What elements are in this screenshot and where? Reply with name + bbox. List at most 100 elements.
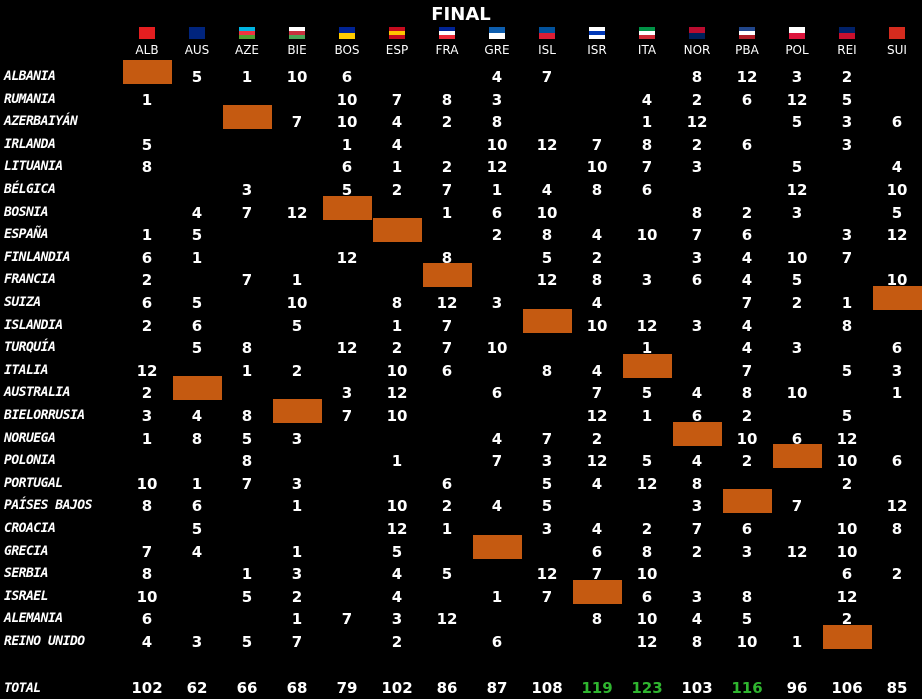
total-points: 85 bbox=[886, 679, 908, 697]
vote-points: 10 bbox=[786, 384, 808, 403]
vote-points: 6 bbox=[641, 587, 653, 606]
vote-points: 2 bbox=[591, 248, 603, 267]
vote-points: 10 bbox=[286, 294, 308, 312]
vote-points: 8 bbox=[641, 542, 653, 561]
vote-points: 3 bbox=[691, 158, 703, 177]
vote-points: 12 bbox=[636, 633, 658, 651]
vote-points: 5 bbox=[541, 497, 553, 516]
total-points: 68 bbox=[286, 679, 308, 697]
vote-points: 5 bbox=[191, 294, 203, 312]
vote-points: 3 bbox=[791, 68, 803, 86]
vote-points: 8 bbox=[241, 407, 253, 425]
vote-points: 3 bbox=[391, 610, 403, 629]
vote-points: 8 bbox=[591, 181, 603, 199]
vote-points: 6 bbox=[491, 633, 503, 651]
vote-points: 1 bbox=[291, 497, 303, 516]
vote-points: 10 bbox=[636, 610, 658, 629]
row-label: Croacia bbox=[4, 521, 56, 536]
vote-points: 2 bbox=[741, 203, 753, 222]
column-code: NOR bbox=[683, 43, 711, 57]
vote-points: 4 bbox=[191, 542, 203, 561]
column-code: SUI bbox=[887, 43, 907, 57]
flag-icon bbox=[289, 27, 305, 39]
column-code: BIE bbox=[287, 43, 307, 57]
vote-points: 2 bbox=[441, 113, 453, 132]
vote-points: 10 bbox=[736, 633, 758, 651]
vote-points: 2 bbox=[291, 361, 303, 380]
vote-points: 5 bbox=[841, 361, 853, 380]
vote-points: 5 bbox=[541, 474, 553, 493]
vote-points: 6 bbox=[741, 520, 753, 538]
row-label: Grecia bbox=[4, 543, 48, 559]
vote-points: 1 bbox=[491, 181, 503, 199]
vote-points: 5 bbox=[741, 610, 753, 629]
vote-points: 7 bbox=[591, 565, 603, 584]
vote-points: 10 bbox=[136, 474, 158, 493]
vote-points: 5 bbox=[191, 68, 203, 86]
vote-points: 7 bbox=[691, 226, 703, 245]
vote-points: 2 bbox=[641, 520, 653, 538]
vote-points: 3 bbox=[291, 565, 303, 584]
vote-points: 4 bbox=[391, 565, 403, 584]
vote-points: 7 bbox=[741, 294, 753, 312]
vote-points: 3 bbox=[891, 361, 903, 380]
vote-points: 12 bbox=[636, 474, 658, 493]
vote-points: 7 bbox=[591, 384, 603, 403]
vote-points: 4 bbox=[591, 294, 603, 312]
flag-icon bbox=[539, 27, 555, 39]
vote-points: 12 bbox=[586, 407, 608, 425]
vote-points: 6 bbox=[341, 158, 353, 177]
vote-points: 4 bbox=[191, 203, 203, 222]
vote-points: 7 bbox=[241, 474, 253, 493]
vote-points: 10 bbox=[886, 271, 908, 290]
vote-points: 7 bbox=[441, 339, 453, 358]
vote-points: 3 bbox=[691, 248, 703, 267]
vote-points: 1 bbox=[791, 633, 803, 651]
vote-points: 6 bbox=[691, 407, 703, 425]
vote-points: 2 bbox=[141, 384, 153, 403]
vote-points: 10 bbox=[336, 113, 358, 132]
vote-points: 1 bbox=[641, 407, 653, 425]
vote-points: 4 bbox=[391, 113, 403, 132]
vote-points: 8 bbox=[741, 384, 753, 403]
vote-points: 8 bbox=[491, 113, 503, 132]
vote-points: 8 bbox=[641, 135, 653, 154]
vote-points: 3 bbox=[541, 452, 553, 471]
vote-points: 10 bbox=[786, 248, 808, 267]
flag-icon bbox=[389, 27, 405, 39]
row-label: Noruega bbox=[4, 430, 56, 446]
vote-points: 12 bbox=[336, 339, 358, 358]
vote-points: 5 bbox=[641, 384, 653, 403]
vote-points: 1 bbox=[191, 474, 203, 493]
vote-points: 2 bbox=[491, 226, 503, 245]
vote-points: 8 bbox=[391, 294, 403, 312]
vote-points: 1 bbox=[391, 452, 403, 471]
total-points: 66 bbox=[236, 679, 258, 697]
vote-points: 4 bbox=[491, 497, 503, 516]
vote-points: 3 bbox=[241, 181, 253, 199]
flag-icon bbox=[589, 27, 605, 39]
vote-points: 6 bbox=[641, 181, 653, 199]
vote-points: 12 bbox=[686, 113, 708, 132]
vote-points: 10 bbox=[886, 181, 908, 199]
vote-points: 3 bbox=[291, 474, 303, 493]
vote-points: 2 bbox=[691, 135, 703, 154]
vote-points: 5 bbox=[891, 203, 903, 222]
vote-points: 8 bbox=[141, 565, 153, 584]
vote-points: 7 bbox=[341, 407, 353, 425]
vote-points: 10 bbox=[336, 90, 358, 109]
vote-points: 5 bbox=[391, 542, 403, 561]
vote-points: 3 bbox=[141, 407, 153, 425]
vote-points: 6 bbox=[741, 226, 753, 245]
vote-points: 1 bbox=[191, 248, 203, 267]
own-country-cell bbox=[772, 444, 822, 469]
vote-points: 2 bbox=[391, 181, 403, 199]
vote-points: 6 bbox=[891, 452, 903, 471]
vote-points: 8 bbox=[441, 248, 453, 267]
own-country-cell bbox=[222, 105, 272, 130]
own-country-cell bbox=[122, 60, 172, 84]
vote-points: 12 bbox=[436, 294, 458, 312]
vote-points: 4 bbox=[491, 429, 503, 448]
vote-points: 4 bbox=[591, 361, 603, 380]
vote-points: 10 bbox=[586, 158, 608, 177]
